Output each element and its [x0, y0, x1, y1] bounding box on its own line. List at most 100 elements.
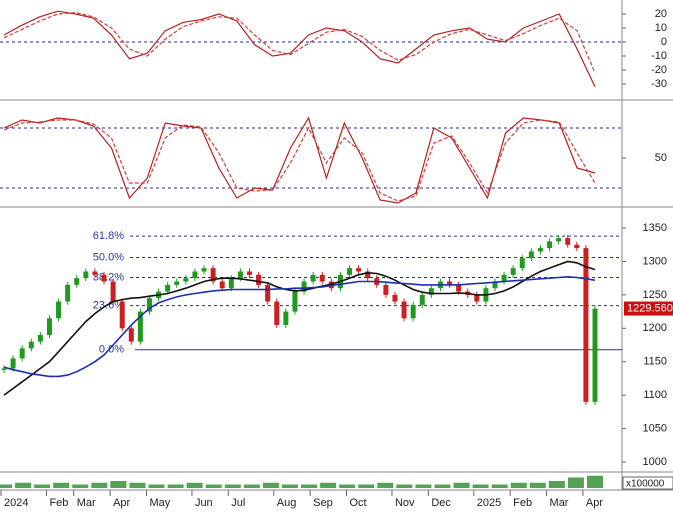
line-series [3, 116, 596, 204]
candle [1, 368, 7, 370]
x-tick-label: Mar [77, 497, 96, 509]
candle [210, 268, 216, 282]
x-tick-label: Mar [550, 497, 569, 509]
volume-bar [320, 482, 337, 488]
x-tick-label: Feb [513, 497, 532, 509]
volume-bar [434, 484, 451, 488]
volume-bar [339, 484, 356, 488]
candle [92, 271, 98, 275]
y-tick-label: 1000 [643, 456, 667, 468]
candle [201, 268, 207, 272]
candle [165, 284, 171, 292]
volume-bar [472, 484, 489, 488]
candle [146, 298, 152, 312]
candle [219, 281, 225, 289]
candle [46, 318, 52, 335]
y-tick-label: 1300 [643, 255, 667, 267]
volume-bar [415, 484, 432, 488]
y-tick-label: 1050 [643, 422, 667, 434]
volume-bar [129, 482, 146, 488]
volume-bar [301, 484, 318, 488]
candle [583, 248, 589, 402]
candle [574, 244, 580, 249]
line-series [3, 11, 596, 74]
candle [392, 294, 398, 302]
candle [228, 278, 234, 289]
candle [265, 284, 271, 302]
volume-bar [34, 484, 51, 488]
volume-bar [243, 484, 260, 488]
x-tick-label: Aug [277, 497, 297, 509]
volume-bar [548, 481, 565, 488]
volume-bar [167, 484, 184, 488]
last-price-box [624, 301, 673, 316]
y-tick-label: 20 [655, 8, 667, 20]
candle [128, 328, 134, 342]
candle [119, 301, 125, 329]
candle [137, 311, 143, 342]
candle [37, 334, 43, 342]
fib-label: 0.0% [99, 344, 124, 356]
candle [592, 308, 598, 402]
unit-label: x100000 [626, 479, 665, 490]
volume-bar [491, 484, 508, 488]
volume-bar [529, 482, 546, 488]
y-tick-label: 50 [655, 152, 667, 164]
last-price-label: 1229.560 [627, 302, 673, 314]
volume-bar [15, 482, 32, 488]
candle [174, 281, 180, 285]
candle [347, 268, 353, 275]
candle [192, 271, 198, 279]
volume-bar [567, 477, 584, 488]
x-tick-label: Oct [350, 497, 367, 509]
candle [283, 311, 289, 325]
fib-label: 23.6% [93, 299, 124, 311]
candle [65, 284, 71, 302]
x-tick-label: Feb [49, 497, 68, 509]
volume-bar [205, 484, 222, 488]
fib-label: 50.0% [93, 251, 124, 263]
volume-bar [587, 475, 603, 488]
candle [356, 268, 362, 272]
candle [456, 284, 462, 292]
y-tick-label: 1150 [643, 356, 667, 368]
x-tick-label: 2025 [477, 497, 501, 509]
volume-bar [377, 482, 394, 488]
x-tick-label: Nov [395, 497, 415, 509]
candle [492, 281, 498, 289]
candle [501, 274, 507, 282]
candle [237, 271, 243, 279]
x-tick-label: Apr [113, 497, 130, 509]
candle [510, 268, 516, 275]
volume-bar [148, 484, 165, 488]
candle [537, 248, 543, 252]
candle [28, 341, 34, 349]
candle [101, 274, 107, 282]
volume-bar [110, 481, 127, 488]
volume-bar [72, 484, 89, 488]
candle [56, 301, 62, 319]
candle [401, 301, 407, 319]
candle [19, 348, 25, 359]
candle [519, 258, 525, 269]
candle [383, 284, 389, 295]
candle [274, 301, 280, 325]
y-tick-label: 1100 [643, 389, 667, 401]
y-tick-label: 1200 [643, 322, 667, 334]
candle [447, 281, 453, 285]
fib-label: 61.8% [93, 230, 124, 242]
volume-bar [510, 482, 527, 488]
line-series [3, 119, 596, 202]
volume-bar [396, 484, 413, 488]
candle [419, 294, 425, 305]
line-series [3, 260, 596, 396]
candle [10, 358, 16, 369]
y-tick-label: 0 [661, 36, 667, 48]
y-tick-label: -30 [651, 78, 667, 90]
x-tick-label: May [149, 497, 170, 509]
x-tick-label: Dec [431, 497, 451, 509]
candle [183, 278, 189, 282]
candle [310, 274, 316, 282]
x-tick-label: Sep [313, 497, 333, 509]
